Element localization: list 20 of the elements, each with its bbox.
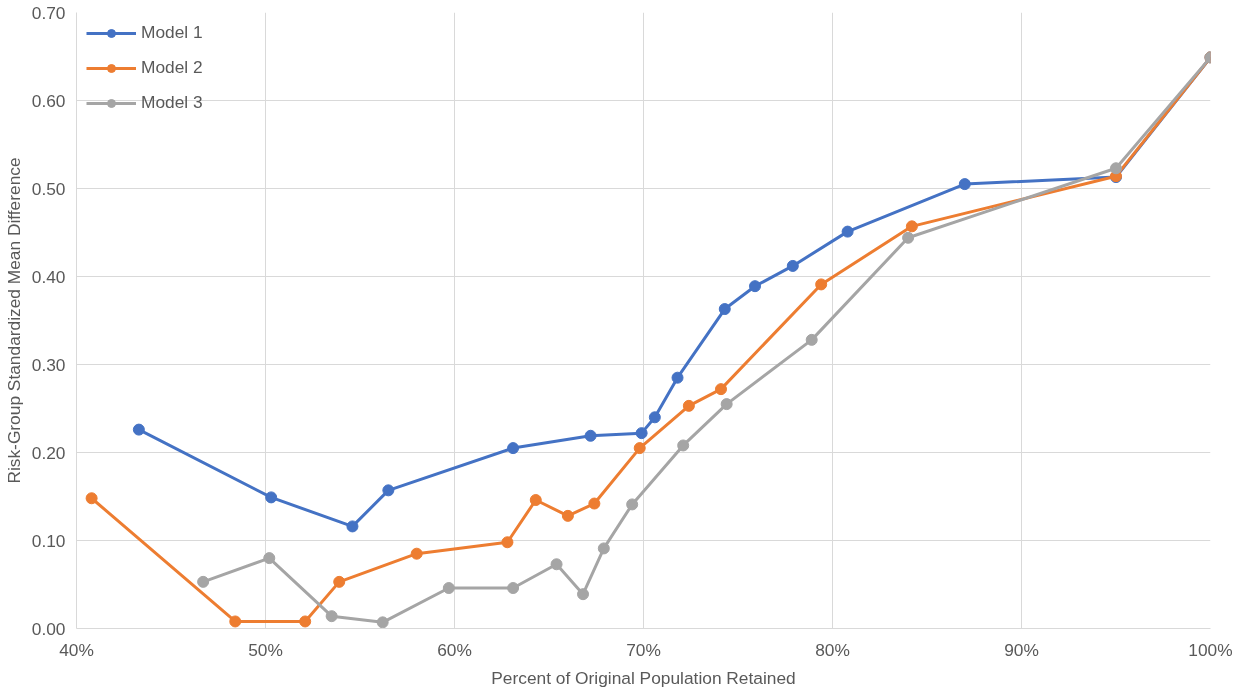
y-axis-title: Risk-Group Standardized Mean Difference (3, 157, 24, 484)
legend-label: Model 1 (141, 22, 203, 43)
x-tick-label: 50% (248, 639, 283, 660)
legend-label: Model 3 (141, 92, 203, 113)
y-tick-label: 0.30 (31, 354, 66, 375)
y-tick-label: 0.20 (31, 442, 66, 463)
x-tick-label: 90% (1004, 639, 1039, 660)
y-tick-label: 0.40 (31, 266, 66, 287)
y-tick-label: 0.50 (31, 178, 66, 199)
legend-label: Model 2 (141, 57, 203, 78)
y-tick-label: 0.00 (31, 618, 66, 639)
y-tick-label: 0.10 (31, 530, 66, 551)
y-tick-label: 0.70 (31, 2, 66, 23)
x-tick-label: 100% (1188, 639, 1233, 660)
x-tick-label: 60% (437, 639, 472, 660)
x-tick-label: 80% (815, 639, 850, 660)
y-tick-label: 0.60 (31, 90, 66, 111)
x-tick-label: 70% (626, 639, 661, 660)
x-tick-label: 40% (59, 639, 94, 660)
x-axis-title: Percent of Original Population Retained (491, 667, 796, 688)
